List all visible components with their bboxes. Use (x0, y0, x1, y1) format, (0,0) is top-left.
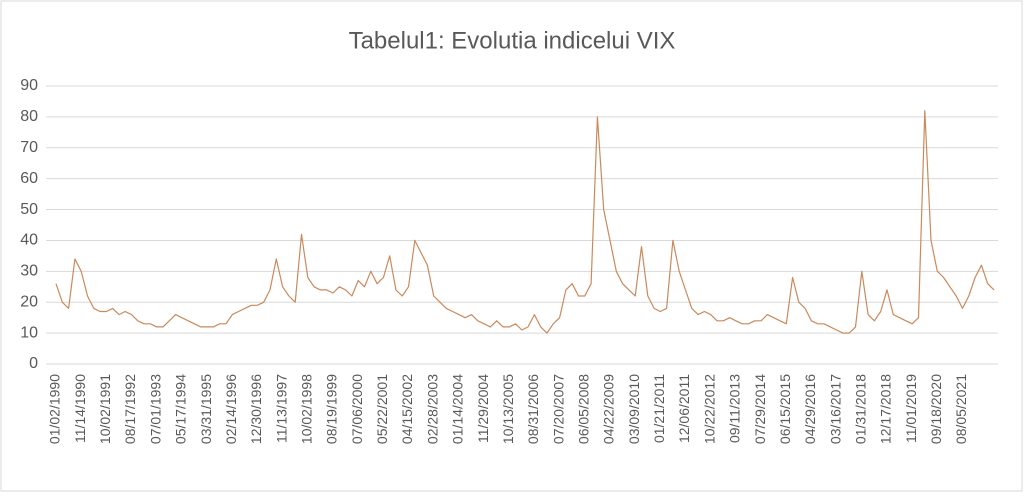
x-tick-label: 06/15/2015 (777, 374, 793, 444)
x-tick-label: 11/01/2019 (903, 374, 919, 443)
x-tick-label: 02/28/2003 (424, 374, 440, 444)
x-tick-label: 07/29/2014 (752, 374, 768, 444)
y-tick-label: 10 (20, 324, 38, 341)
y-tick-label: 0 (29, 355, 38, 372)
chart-title: Tabelul1: Evolutia indicelui VIX (349, 27, 676, 54)
x-tick-label: 04/22/2009 (601, 374, 617, 444)
x-tick-label: 08/17/1992 (122, 374, 138, 444)
y-tick-label: 20 (20, 293, 38, 310)
y-tick-label: 40 (20, 232, 38, 249)
x-tick-label: 03/16/2017 (827, 374, 843, 444)
y-tick-label: 80 (20, 108, 38, 125)
x-tick-label: 08/31/2006 (525, 374, 541, 444)
x-tick-label: 12/06/2011 (676, 374, 692, 443)
x-tick-label: 09/11/2013 (727, 374, 743, 443)
x-tick-label: 02/14/1996 (223, 374, 239, 444)
x-tick-label: 11/29/2004 (475, 374, 491, 443)
y-tick-label: 70 (20, 139, 38, 156)
x-tick-label: 01/02/1990 (47, 374, 63, 444)
x-tick-label: 10/13/2005 (500, 374, 516, 444)
y-tick-label: 90 (20, 77, 38, 94)
x-tick-label: 08/05/2021 (953, 374, 969, 444)
x-tick-label: 12/30/1996 (248, 374, 264, 444)
x-tick-label: 03/09/2010 (626, 374, 642, 444)
x-tick-label: 07/06/2000 (349, 374, 365, 444)
x-tick-label: 04/29/2016 (802, 374, 818, 444)
x-tick-label: 05/17/1994 (173, 374, 189, 444)
x-tick-label: 11/13/1997 (273, 374, 289, 443)
x-tick-label: 08/19/1999 (324, 374, 340, 444)
x-tick-label: 12/17/2018 (878, 374, 894, 444)
data-line (55, 110, 995, 334)
x-tick-label: 04/15/2002 (399, 374, 415, 444)
x-tick-label: 10/02/1991 (97, 374, 113, 444)
x-tick-label: 03/31/1995 (198, 374, 214, 444)
x-tick-label: 07/20/2007 (550, 374, 566, 444)
x-tick-label: 01/31/2018 (853, 374, 869, 444)
y-tick-label: 60 (20, 170, 38, 187)
y-tick-label: 50 (20, 201, 38, 218)
x-tick-label: 10/02/1998 (299, 374, 315, 444)
x-tick-label: 09/18/2020 (928, 374, 944, 444)
x-tick-label: 11/14/1990 (72, 374, 88, 443)
x-tick-label: 05/22/2001 (374, 374, 390, 444)
x-tick-label: 07/01/1993 (147, 374, 163, 444)
x-tick-label: 06/05/2008 (576, 374, 592, 444)
x-tick-label: 10/22/2012 (701, 374, 717, 444)
y-tick-label: 30 (20, 263, 38, 280)
x-tick-label: 01/14/2004 (450, 374, 466, 444)
x-tick-label: 01/21/2011 (651, 374, 667, 443)
